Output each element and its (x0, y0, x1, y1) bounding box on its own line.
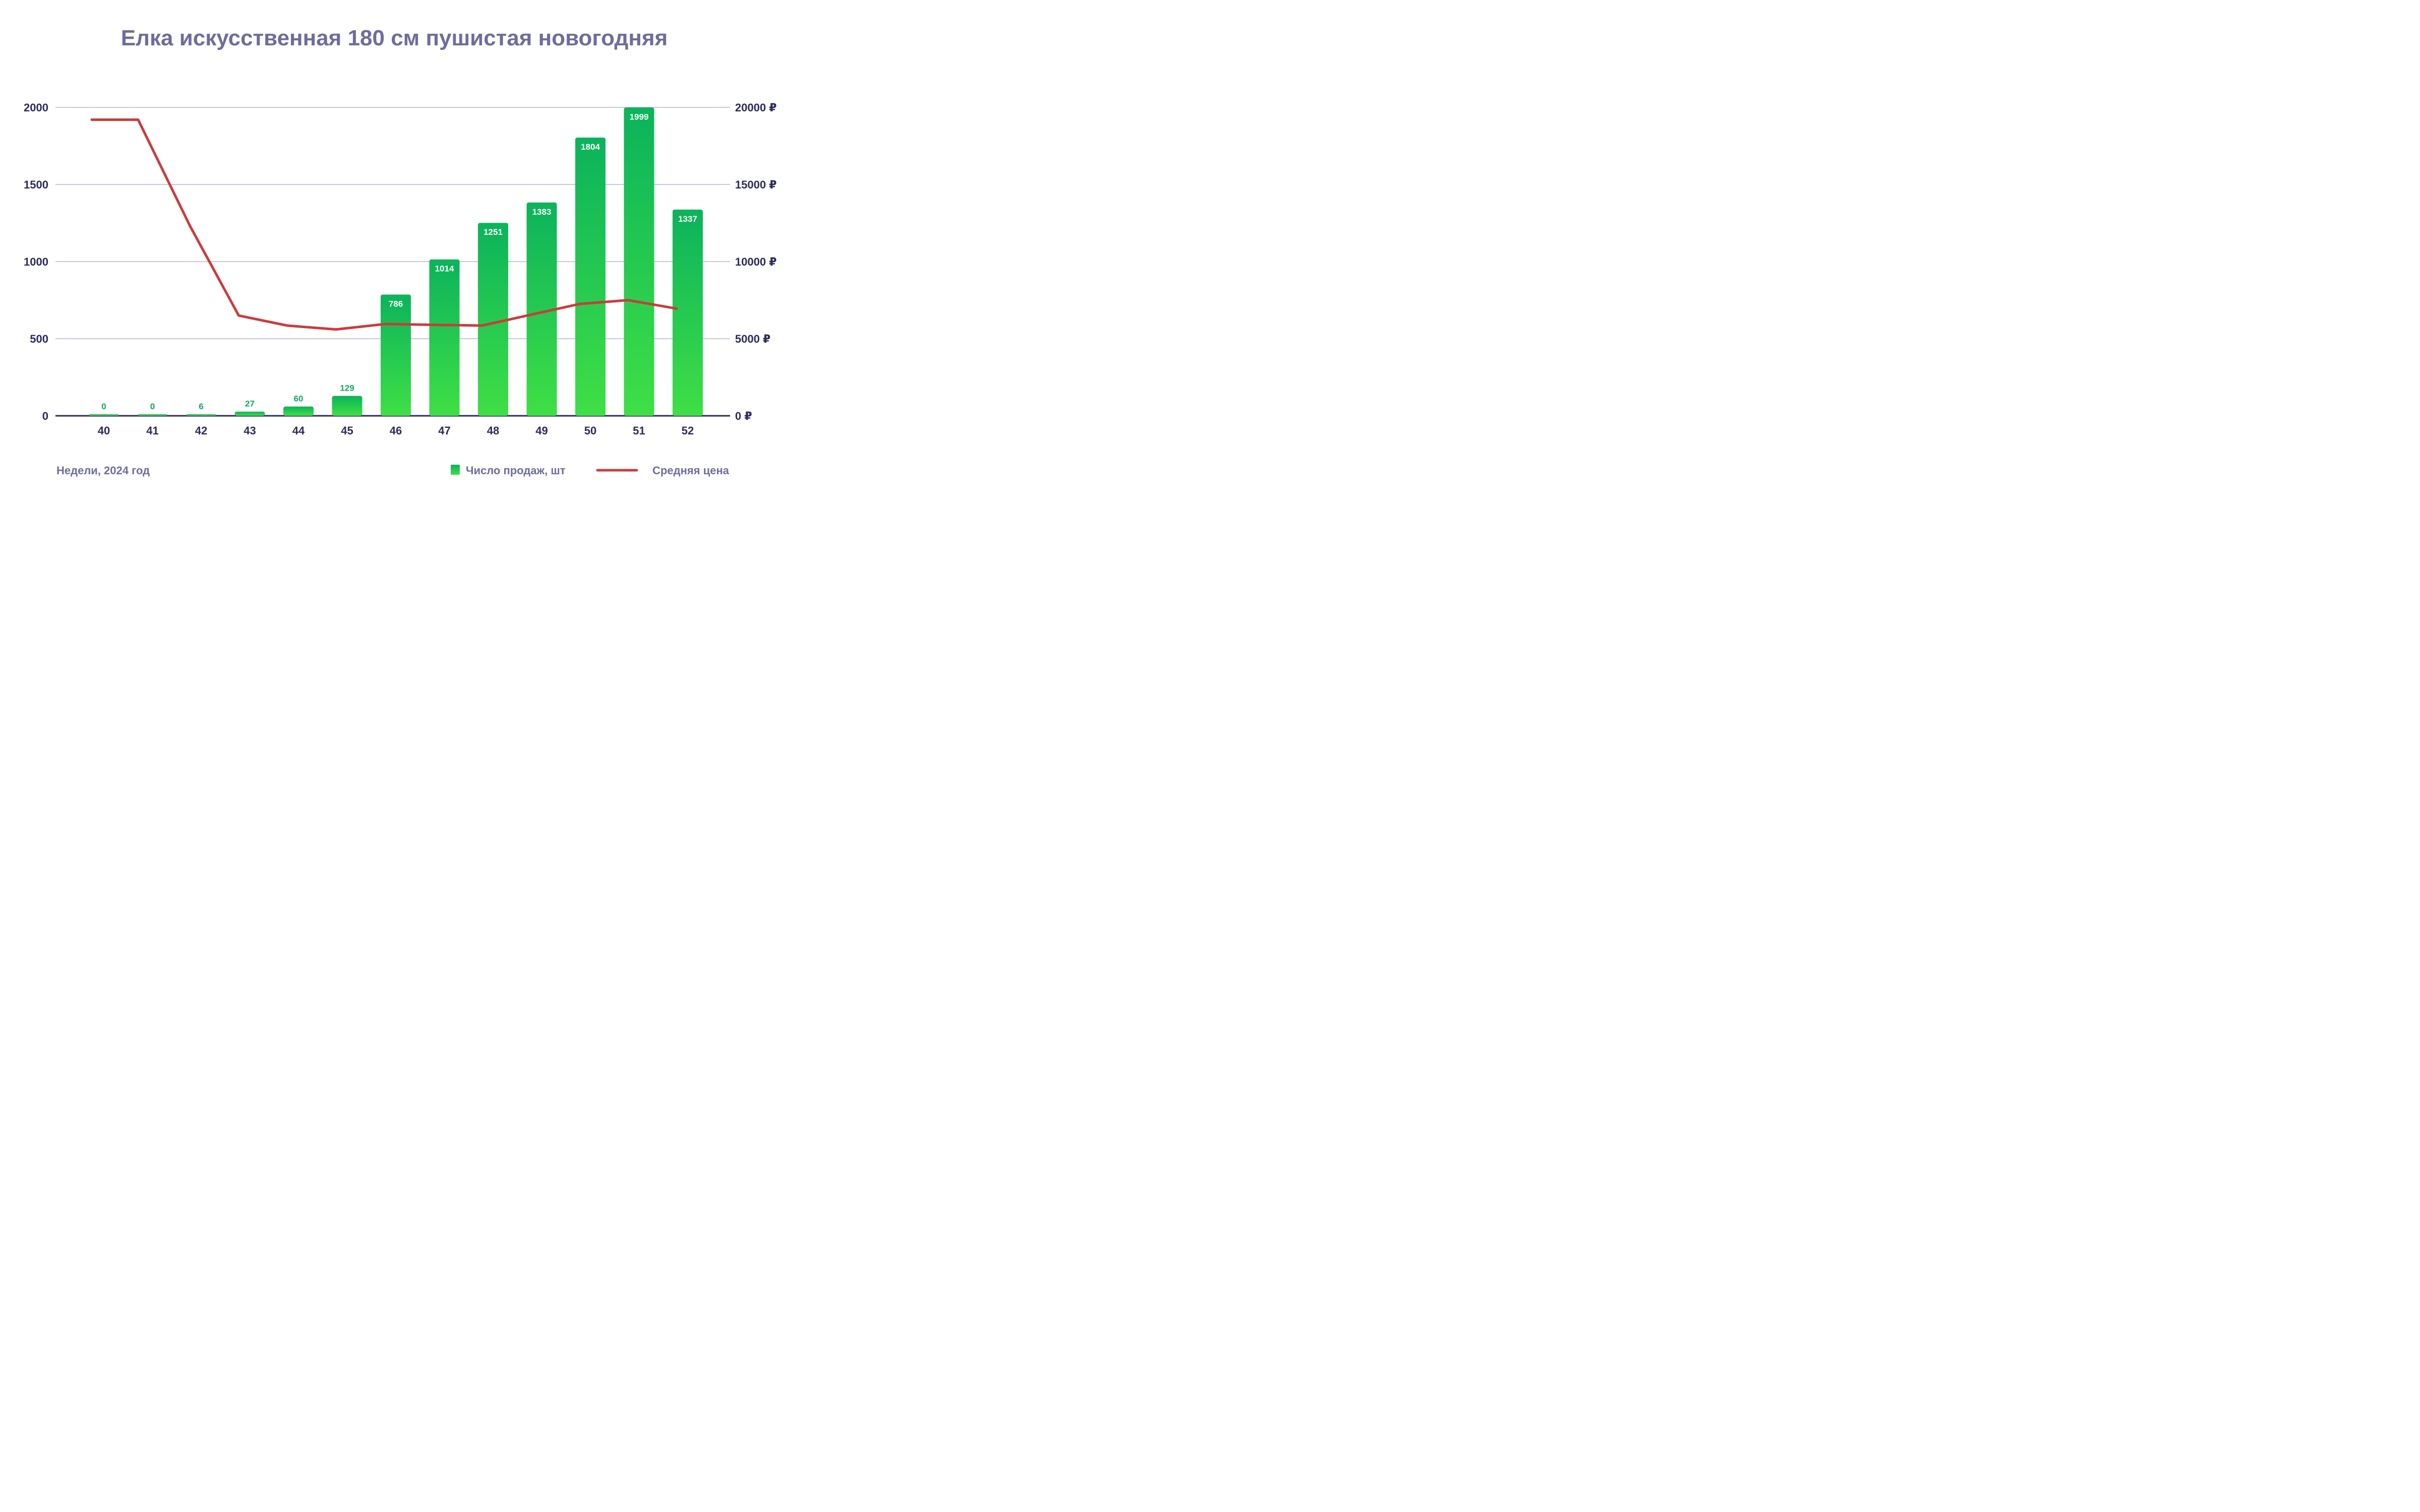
bar (137, 414, 168, 416)
y-tick-label-right: 15000 ₽ (735, 178, 777, 191)
bar-value-label: 0 (101, 402, 106, 411)
x-tick-label: 42 (195, 424, 207, 437)
x-tick-label: 49 (535, 424, 548, 437)
x-tick-label: 44 (292, 424, 305, 437)
bar-value-label: 786 (389, 299, 403, 308)
line-layer (90, 118, 678, 331)
legend-label-sales: Число продаж, шт (466, 464, 566, 477)
y-tick-label-left: 0 (42, 410, 48, 422)
x-tick-label: 48 (487, 424, 499, 437)
bar (673, 209, 703, 416)
bar (89, 414, 119, 416)
x-tick-label: 50 (584, 424, 596, 437)
y-tick-label-left: 1500 (24, 178, 48, 191)
x-tick-label: 45 (341, 424, 353, 437)
bar-value-label: 1804 (581, 142, 600, 152)
bar-value-label: 60 (294, 394, 304, 404)
y-tick-label-left: 2000 (24, 101, 48, 114)
bar-value-label: 1014 (435, 264, 454, 274)
chart: Елка искусственная 180 см пушистая новог… (0, 0, 789, 493)
y-tick-label-right: 5000 ₽ (735, 333, 770, 345)
bar (332, 396, 362, 416)
bar-value-label: 0 (150, 402, 155, 411)
bar (624, 107, 654, 416)
bar (429, 259, 460, 416)
bar-value-label: 1337 (678, 214, 697, 224)
x-tick-label: 51 (633, 424, 645, 437)
y-tick-label-right: 10000 ₽ (735, 256, 777, 268)
legend-label-price: Средняя цена (652, 464, 730, 477)
x-tick-label: 41 (146, 424, 158, 437)
x-tick-label: 47 (438, 424, 450, 437)
price-line (90, 118, 678, 331)
y-tick-label-left: 1000 (24, 256, 48, 268)
x-tick-label: 40 (98, 424, 110, 437)
bar-value-label: 1251 (483, 227, 503, 237)
x-axis-title: Недели, 2024 год (56, 464, 150, 477)
bar (381, 294, 411, 416)
x-tick-label: 43 (244, 424, 256, 437)
y-tick-label-left: 500 (30, 333, 48, 345)
x-tick-label: 52 (682, 424, 694, 437)
bar-value-label: 1999 (630, 112, 649, 121)
bar-value-label: 6 (199, 402, 203, 411)
bar (283, 406, 314, 416)
bar-value-label: 1383 (532, 207, 552, 217)
chart-svg: Елка искусственная 180 см пушистая новог… (24, 26, 777, 477)
legend: Число продаж, шт Средняя цена (451, 464, 730, 477)
bar (186, 414, 216, 416)
legend-swatch-sales (451, 465, 460, 475)
bar (575, 137, 606, 416)
labels-layer: 0 40 0 41 6 42 27 43 60 44 129 45 786 46 1014 47 1251 48 1… (98, 112, 697, 437)
bar-value-label: 27 (245, 399, 255, 409)
x-tick-label: 46 (390, 424, 402, 437)
y-tick-label-right: 20000 ₽ (735, 101, 777, 114)
bar (234, 411, 265, 416)
bars-layer (89, 107, 703, 416)
y-tick-label-right: 0 ₽ (735, 410, 752, 422)
bar (478, 223, 508, 416)
bar-value-label: 129 (340, 384, 354, 393)
bar (526, 202, 557, 416)
chart-title: Елка искусственная 180 см пушистая новог… (121, 26, 668, 50)
